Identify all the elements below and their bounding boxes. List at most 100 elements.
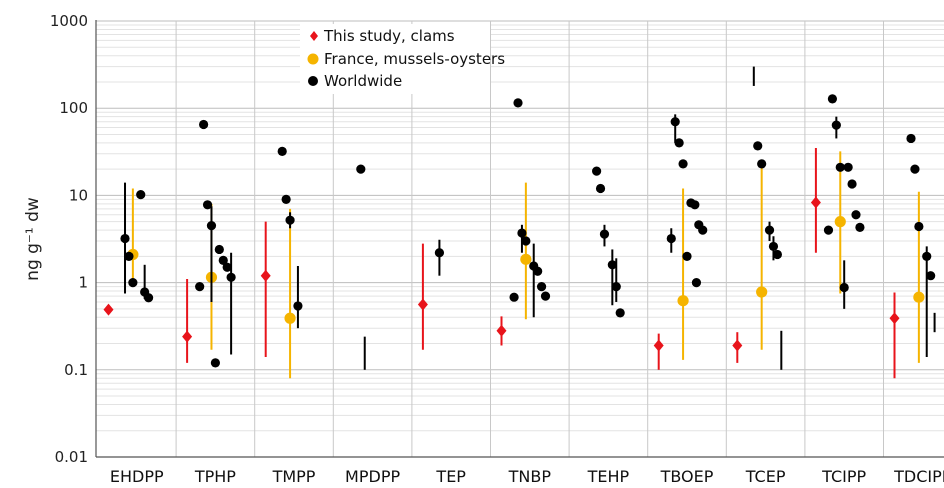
data-point-circle	[910, 164, 920, 174]
y-tick-label: 1000	[50, 12, 88, 30]
data-point-circle	[827, 94, 838, 104]
data-point-circle	[768, 241, 779, 252]
category-label: TMPP	[272, 467, 316, 486]
legend-marker-circle-black	[308, 76, 318, 86]
data-point-circle	[120, 233, 130, 244]
data-point-circle	[206, 221, 217, 231]
data-point-circle	[922, 251, 932, 261]
legend-marker-circle-yellow	[307, 53, 319, 65]
data-point-circle	[913, 291, 925, 303]
data-point-circle	[509, 292, 519, 302]
data-point-circle	[136, 190, 146, 200]
data-point-circle	[277, 146, 287, 156]
data-point-circle	[926, 271, 936, 281]
data-point-circle	[914, 221, 924, 232]
data-point-circle	[520, 253, 532, 265]
data-point-circle	[599, 229, 610, 239]
category-label: TPHP	[194, 467, 236, 486]
data-point-diamond	[732, 339, 743, 352]
data-point-circle	[128, 278, 138, 288]
data-point-circle	[839, 282, 849, 293]
category-label: TCEP	[745, 467, 786, 486]
y-tick-label: 0.01	[55, 448, 88, 466]
data-point-circle	[843, 162, 853, 172]
data-point-circle	[678, 159, 688, 169]
legend-label-worldwide: Worldwide	[324, 72, 402, 90]
data-point-circle	[666, 233, 676, 244]
data-point-circle	[356, 164, 366, 174]
axes	[95, 20, 944, 458]
data-point-circle	[772, 249, 782, 260]
category-label: TNBP	[508, 467, 552, 486]
data-point-circle	[615, 308, 625, 318]
data-point-circle	[595, 183, 606, 194]
data-point-circle	[823, 225, 834, 235]
data-point-circle	[698, 225, 708, 235]
y-tick-label: 1	[78, 274, 88, 292]
data-point-circle	[670, 117, 680, 127]
data-point-circle	[513, 98, 523, 108]
y-tick-label: 100	[59, 99, 88, 117]
data-point-circle	[214, 244, 224, 255]
minor-grid	[96, 24, 944, 432]
data-point-circle	[285, 215, 295, 225]
data-point-circle	[284, 312, 296, 324]
category-label: TEHP	[587, 467, 630, 486]
data-point-circle	[536, 281, 547, 292]
data-point-circle	[611, 281, 621, 292]
data-point-circle	[293, 301, 303, 311]
data-point-circle	[682, 251, 692, 261]
data-point-diamond	[653, 339, 664, 352]
y-tick-label: 0.1	[64, 361, 88, 379]
data-point-circle	[851, 210, 861, 220]
data-point-circle	[434, 248, 445, 258]
y-axis-label: ng g⁻¹ dw	[23, 197, 43, 281]
data-point-circle	[677, 295, 689, 307]
category-label: TDCIPP	[893, 467, 944, 486]
data-point-circle	[517, 228, 527, 238]
legend-label-clams: This study, clams	[323, 27, 455, 45]
data-point-circle	[281, 194, 291, 204]
data-point-circle	[607, 260, 617, 270]
data-point-circle	[592, 166, 602, 176]
category-label: EHDPP	[110, 467, 164, 486]
data-point-circle	[226, 272, 236, 282]
category-label: TBOEP	[660, 467, 714, 486]
data-point-circle	[195, 281, 205, 292]
category-label: TEP	[435, 467, 466, 486]
y-tick-label: 10	[69, 186, 88, 204]
category-label: TCIPP	[821, 467, 866, 486]
data-point-circle	[690, 200, 700, 210]
data-point-circle	[835, 162, 845, 172]
category-label: MPDPP	[345, 467, 400, 486]
data-point-circle	[199, 119, 209, 130]
data-point-diamond	[496, 324, 507, 337]
category-dividers	[175, 21, 884, 457]
data-point-diamond	[889, 312, 900, 325]
legend: This study, clams France, mussels-oyster…	[300, 24, 505, 94]
data-point-circle	[143, 293, 154, 303]
category-labels: EHDPP TPHP TMPP MPDPP TEP TNBP TEHP TBOEP TCEP TC…	[110, 467, 944, 486]
data-point-circle	[540, 291, 551, 301]
legend-label-france: France, mussels-oysters	[324, 50, 505, 68]
data-point-circle	[691, 278, 702, 288]
data-point-diamond	[260, 269, 271, 282]
data-point-circle	[906, 133, 916, 144]
data-point-circle	[124, 251, 134, 261]
y-tick-labels: 0.01 0.1 1 10 100 1000	[50, 12, 88, 466]
legend-entry-clams: This study, clams	[310, 27, 455, 45]
data-point-circle	[834, 216, 846, 228]
data-point-circle	[533, 266, 543, 276]
data-point-circle	[674, 138, 684, 148]
data-point-circle	[218, 255, 228, 265]
data-point-circle	[210, 358, 220, 368]
legend-entry-worldwide: Worldwide	[308, 72, 402, 90]
data-point-circle	[222, 262, 232, 272]
data-point-circle	[764, 225, 775, 235]
data-point-circle	[756, 286, 768, 298]
data-point-circle	[757, 159, 767, 169]
data-point-circle	[202, 200, 213, 210]
legend-marker-diamond	[310, 31, 318, 41]
data-point-diamond	[417, 298, 428, 311]
